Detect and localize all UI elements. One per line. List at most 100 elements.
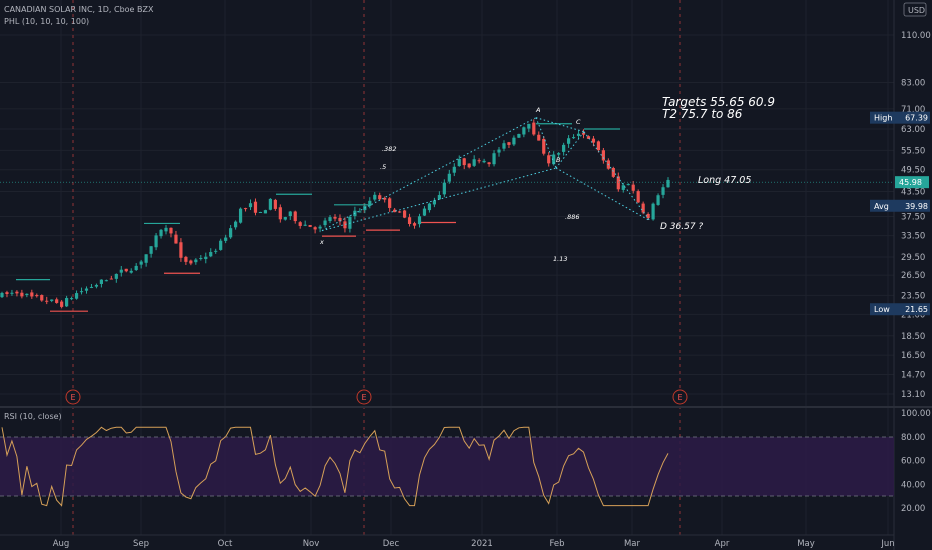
candle-body[interactable] [55, 299, 59, 303]
candle-body[interactable] [562, 144, 566, 152]
candle-body[interactable] [229, 228, 233, 238]
candle-body[interactable] [611, 168, 615, 177]
candle-body[interactable] [238, 208, 243, 223]
candle-body[interactable] [154, 235, 158, 248]
candle-body[interactable] [328, 217, 332, 222]
candle-body[interactable] [388, 198, 392, 208]
candle-body[interactable] [661, 187, 665, 195]
candle-body[interactable] [427, 203, 432, 211]
candle-body[interactable] [412, 223, 417, 226]
candle-body[interactable] [358, 211, 362, 213]
candle-body[interactable] [343, 221, 347, 229]
candle-body[interactable] [219, 240, 223, 250]
candle-body[interactable] [522, 127, 526, 135]
candle-body[interactable] [318, 226, 322, 229]
candle-body[interactable] [631, 184, 635, 191]
candle-body[interactable] [149, 246, 153, 254]
candle-body[interactable] [308, 225, 312, 227]
candle-body[interactable] [542, 138, 546, 154]
candle-body[interactable] [547, 155, 551, 164]
candle-body[interactable] [273, 199, 277, 209]
candle-body[interactable] [492, 153, 496, 165]
candle-body[interactable] [437, 195, 441, 200]
candle-body[interactable] [233, 221, 238, 228]
candle-body[interactable] [74, 293, 79, 299]
candle-body[interactable] [99, 279, 104, 284]
candle-body[interactable] [224, 237, 228, 241]
candle-body[interactable] [626, 184, 630, 186]
candle-body[interactable] [159, 229, 163, 237]
candle-body[interactable] [601, 150, 605, 161]
candle-body[interactable] [69, 298, 74, 300]
candle-body[interactable] [79, 291, 84, 293]
candle-body[interactable] [457, 159, 461, 167]
candle-body[interactable] [194, 259, 198, 263]
time-axis[interactable]: Aug Sep Oct Nov Dec 2021 Feb Mar Apr May Jun [53, 539, 895, 549]
candle-body[interactable] [487, 162, 491, 165]
candle-body[interactable] [313, 227, 317, 230]
candle-body[interactable] [40, 295, 44, 301]
candle-body[interactable] [422, 208, 427, 216]
candle-body[interactable] [407, 217, 412, 225]
candle-body[interactable] [502, 143, 506, 149]
candle-body[interactable] [552, 154, 556, 165]
candle-body[interactable] [666, 179, 670, 188]
candle-body[interactable] [497, 149, 501, 153]
candle-body[interactable] [636, 191, 640, 203]
candle-body[interactable] [616, 176, 620, 190]
candle-body[interactable] [656, 195, 660, 205]
candle-body[interactable] [15, 291, 19, 294]
candle-body[interactable] [383, 197, 387, 200]
candle-body[interactable] [596, 141, 601, 151]
candle-body[interactable] [10, 292, 14, 294]
candle-body[interactable] [507, 142, 511, 145]
candle-body[interactable] [393, 209, 397, 213]
candle-body[interactable] [303, 224, 307, 226]
price-axis[interactable]: 110.00 83.00 71.00 63.00 55.50 49.50 43.50 37.5… [901, 31, 931, 400]
candle-body[interactable] [517, 133, 521, 138]
candle-body[interactable] [442, 182, 446, 195]
rsi-axis[interactable]: 100.00 80.00 60.00 40.00 20.00 [901, 409, 931, 514]
candle-body[interactable] [338, 217, 342, 222]
candle-body[interactable] [368, 200, 372, 206]
candle-body[interactable] [462, 158, 466, 166]
candle-body[interactable] [114, 273, 118, 279]
earnings-badge[interactable] [65, 389, 81, 405]
candle-body[interactable] [253, 201, 258, 213]
candle-body[interactable] [417, 216, 422, 225]
candle-body[interactable] [527, 123, 531, 129]
candle-body[interactable] [20, 292, 24, 297]
candle-body[interactable] [432, 200, 437, 205]
candle-body[interactable] [164, 227, 168, 232]
candle-body[interactable] [447, 173, 451, 182]
candle-body[interactable] [571, 137, 576, 139]
candle-body[interactable] [452, 166, 456, 173]
candle-body[interactable] [532, 122, 536, 135]
candle-body[interactable] [179, 242, 183, 258]
candle-body[interactable] [557, 153, 561, 155]
candle-body[interactable] [646, 213, 650, 219]
candle-body[interactable] [323, 220, 327, 226]
candle-body[interactable] [472, 159, 476, 166]
candle-body[interactable] [60, 301, 64, 307]
candle-body[interactable] [402, 210, 407, 218]
candle-body[interactable] [333, 216, 337, 219]
candle-body[interactable] [89, 286, 94, 288]
candle-body[interactable] [586, 136, 591, 139]
candle-body[interactable] [467, 163, 471, 168]
candle-body[interactable] [482, 160, 486, 163]
candle-body[interactable] [268, 198, 272, 210]
candle-body[interactable] [134, 265, 138, 271]
candle-body[interactable] [129, 270, 133, 273]
candle-body[interactable] [398, 211, 402, 213]
candle-body[interactable] [651, 203, 655, 220]
candle-body[interactable] [119, 269, 123, 273]
candle-body[interactable] [641, 203, 645, 213]
candle-body[interactable] [293, 211, 297, 222]
candle-body[interactable] [45, 300, 49, 302]
candle-body[interactable] [591, 138, 596, 143]
candle-body[interactable] [288, 211, 292, 217]
candle-body[interactable] [283, 217, 287, 220]
candle-body[interactable] [378, 195, 382, 200]
currency-badge[interactable]: USD [903, 2, 927, 17]
